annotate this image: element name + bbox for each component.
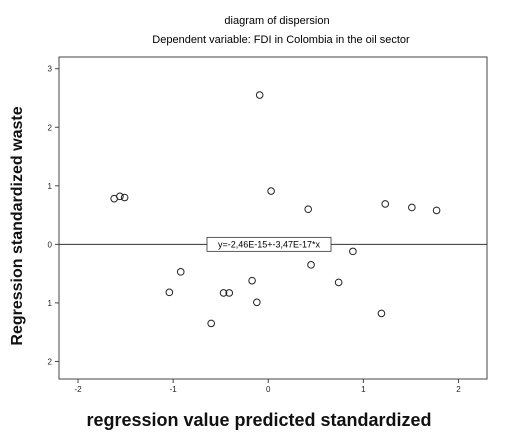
chart-subtitle: Dependent variable: FDI in Colombia in t… bbox=[152, 34, 410, 46]
x-axis-ticks: -2 -1 0 1 2 bbox=[74, 379, 461, 394]
data-point bbox=[377, 309, 386, 318]
y-tick-label: 3 bbox=[48, 65, 53, 74]
data-point bbox=[349, 247, 357, 256]
y-tick-label: 2 bbox=[48, 357, 53, 366]
y-axis-label: Regression standardized waste bbox=[9, 106, 26, 345]
data-point bbox=[334, 278, 343, 287]
fit-line-label-box bbox=[206, 236, 332, 252]
data-point bbox=[432, 206, 441, 215]
x-tick-label: 2 bbox=[456, 385, 461, 394]
data-point bbox=[381, 200, 390, 208]
data-point bbox=[219, 289, 228, 297]
x-tick-label: -2 bbox=[74, 385, 82, 394]
y-tick-label: 0 bbox=[48, 240, 53, 249]
plot-area bbox=[58, 56, 488, 380]
data-point bbox=[225, 289, 234, 297]
data-point bbox=[176, 268, 185, 276]
data-point bbox=[116, 192, 124, 201]
data-point bbox=[267, 187, 275, 195]
y-tick-label: 1 bbox=[48, 299, 53, 308]
data-point bbox=[307, 261, 315, 269]
data-point bbox=[304, 205, 312, 214]
chart-title: diagram of dispersion bbox=[224, 15, 329, 27]
x-axis-label: regression value predicted standardized bbox=[86, 410, 431, 430]
data-points bbox=[110, 91, 441, 328]
data-point bbox=[120, 193, 129, 202]
data-point bbox=[207, 319, 215, 328]
x-tick-label: 1 bbox=[361, 385, 366, 394]
x-tick-label: 0 bbox=[266, 385, 271, 394]
data-point bbox=[255, 91, 264, 99]
x-tick-label: -1 bbox=[170, 385, 178, 394]
data-point bbox=[248, 276, 256, 285]
y-tick-label: 2 bbox=[48, 123, 53, 132]
fit-line-label: y=-2,46E-15+-3,47E-17*x bbox=[218, 239, 321, 249]
y-tick-label: 1 bbox=[48, 182, 53, 191]
data-point bbox=[165, 288, 174, 297]
y-axis-ticks: 3 2 1 0 1 2 bbox=[48, 65, 59, 366]
data-point bbox=[408, 203, 416, 212]
data-point bbox=[253, 298, 261, 307]
